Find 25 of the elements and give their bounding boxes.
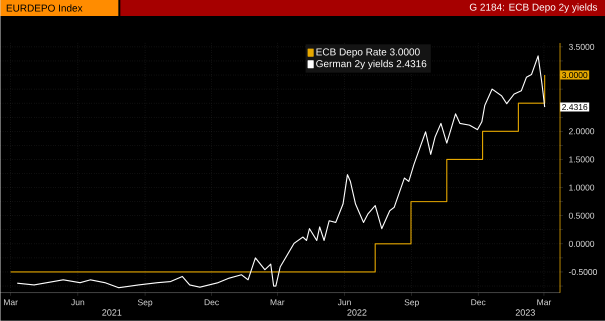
y-tick-label: 3.5000 xyxy=(568,44,594,50)
legend-label: ECB Depo Rate 3.0000 xyxy=(316,48,420,58)
x-tick-label: Mar xyxy=(4,299,18,306)
y-tick-label: 0.0000 xyxy=(568,240,594,247)
chart-title: G 2184: ECB Depo 2y yields xyxy=(470,3,598,13)
x-tick-label: Mar xyxy=(270,299,284,306)
text: 2021 xyxy=(102,309,122,316)
y-tick-label: 1.5000 xyxy=(569,156,594,163)
y-tick-label: 1.0000 xyxy=(569,184,594,191)
y-tick-label: 2.0000 xyxy=(568,128,594,134)
legend-label: German 2y yields 2.4316 xyxy=(316,60,426,70)
x-tick-label: Sep xyxy=(138,299,152,308)
text: 2023 xyxy=(516,309,535,316)
x-tick-label: Mar xyxy=(537,299,552,306)
y-tick-label: 0.5000 xyxy=(568,212,594,219)
x-tick-label: Dec xyxy=(471,299,486,306)
annotation: 2.4316 xyxy=(562,104,588,110)
annotation: 3.0000 xyxy=(562,72,588,78)
x-tick-label: Dec xyxy=(204,299,219,306)
y-tick-label: -0.5000 xyxy=(568,269,598,276)
x-tick-label: Jun xyxy=(338,299,351,306)
x-tick-label: Jun xyxy=(71,299,84,306)
x-tick-label: Sep xyxy=(404,299,419,308)
chart-subtitle: EURDEPO Index xyxy=(6,4,82,12)
text: 2022 xyxy=(347,309,366,316)
